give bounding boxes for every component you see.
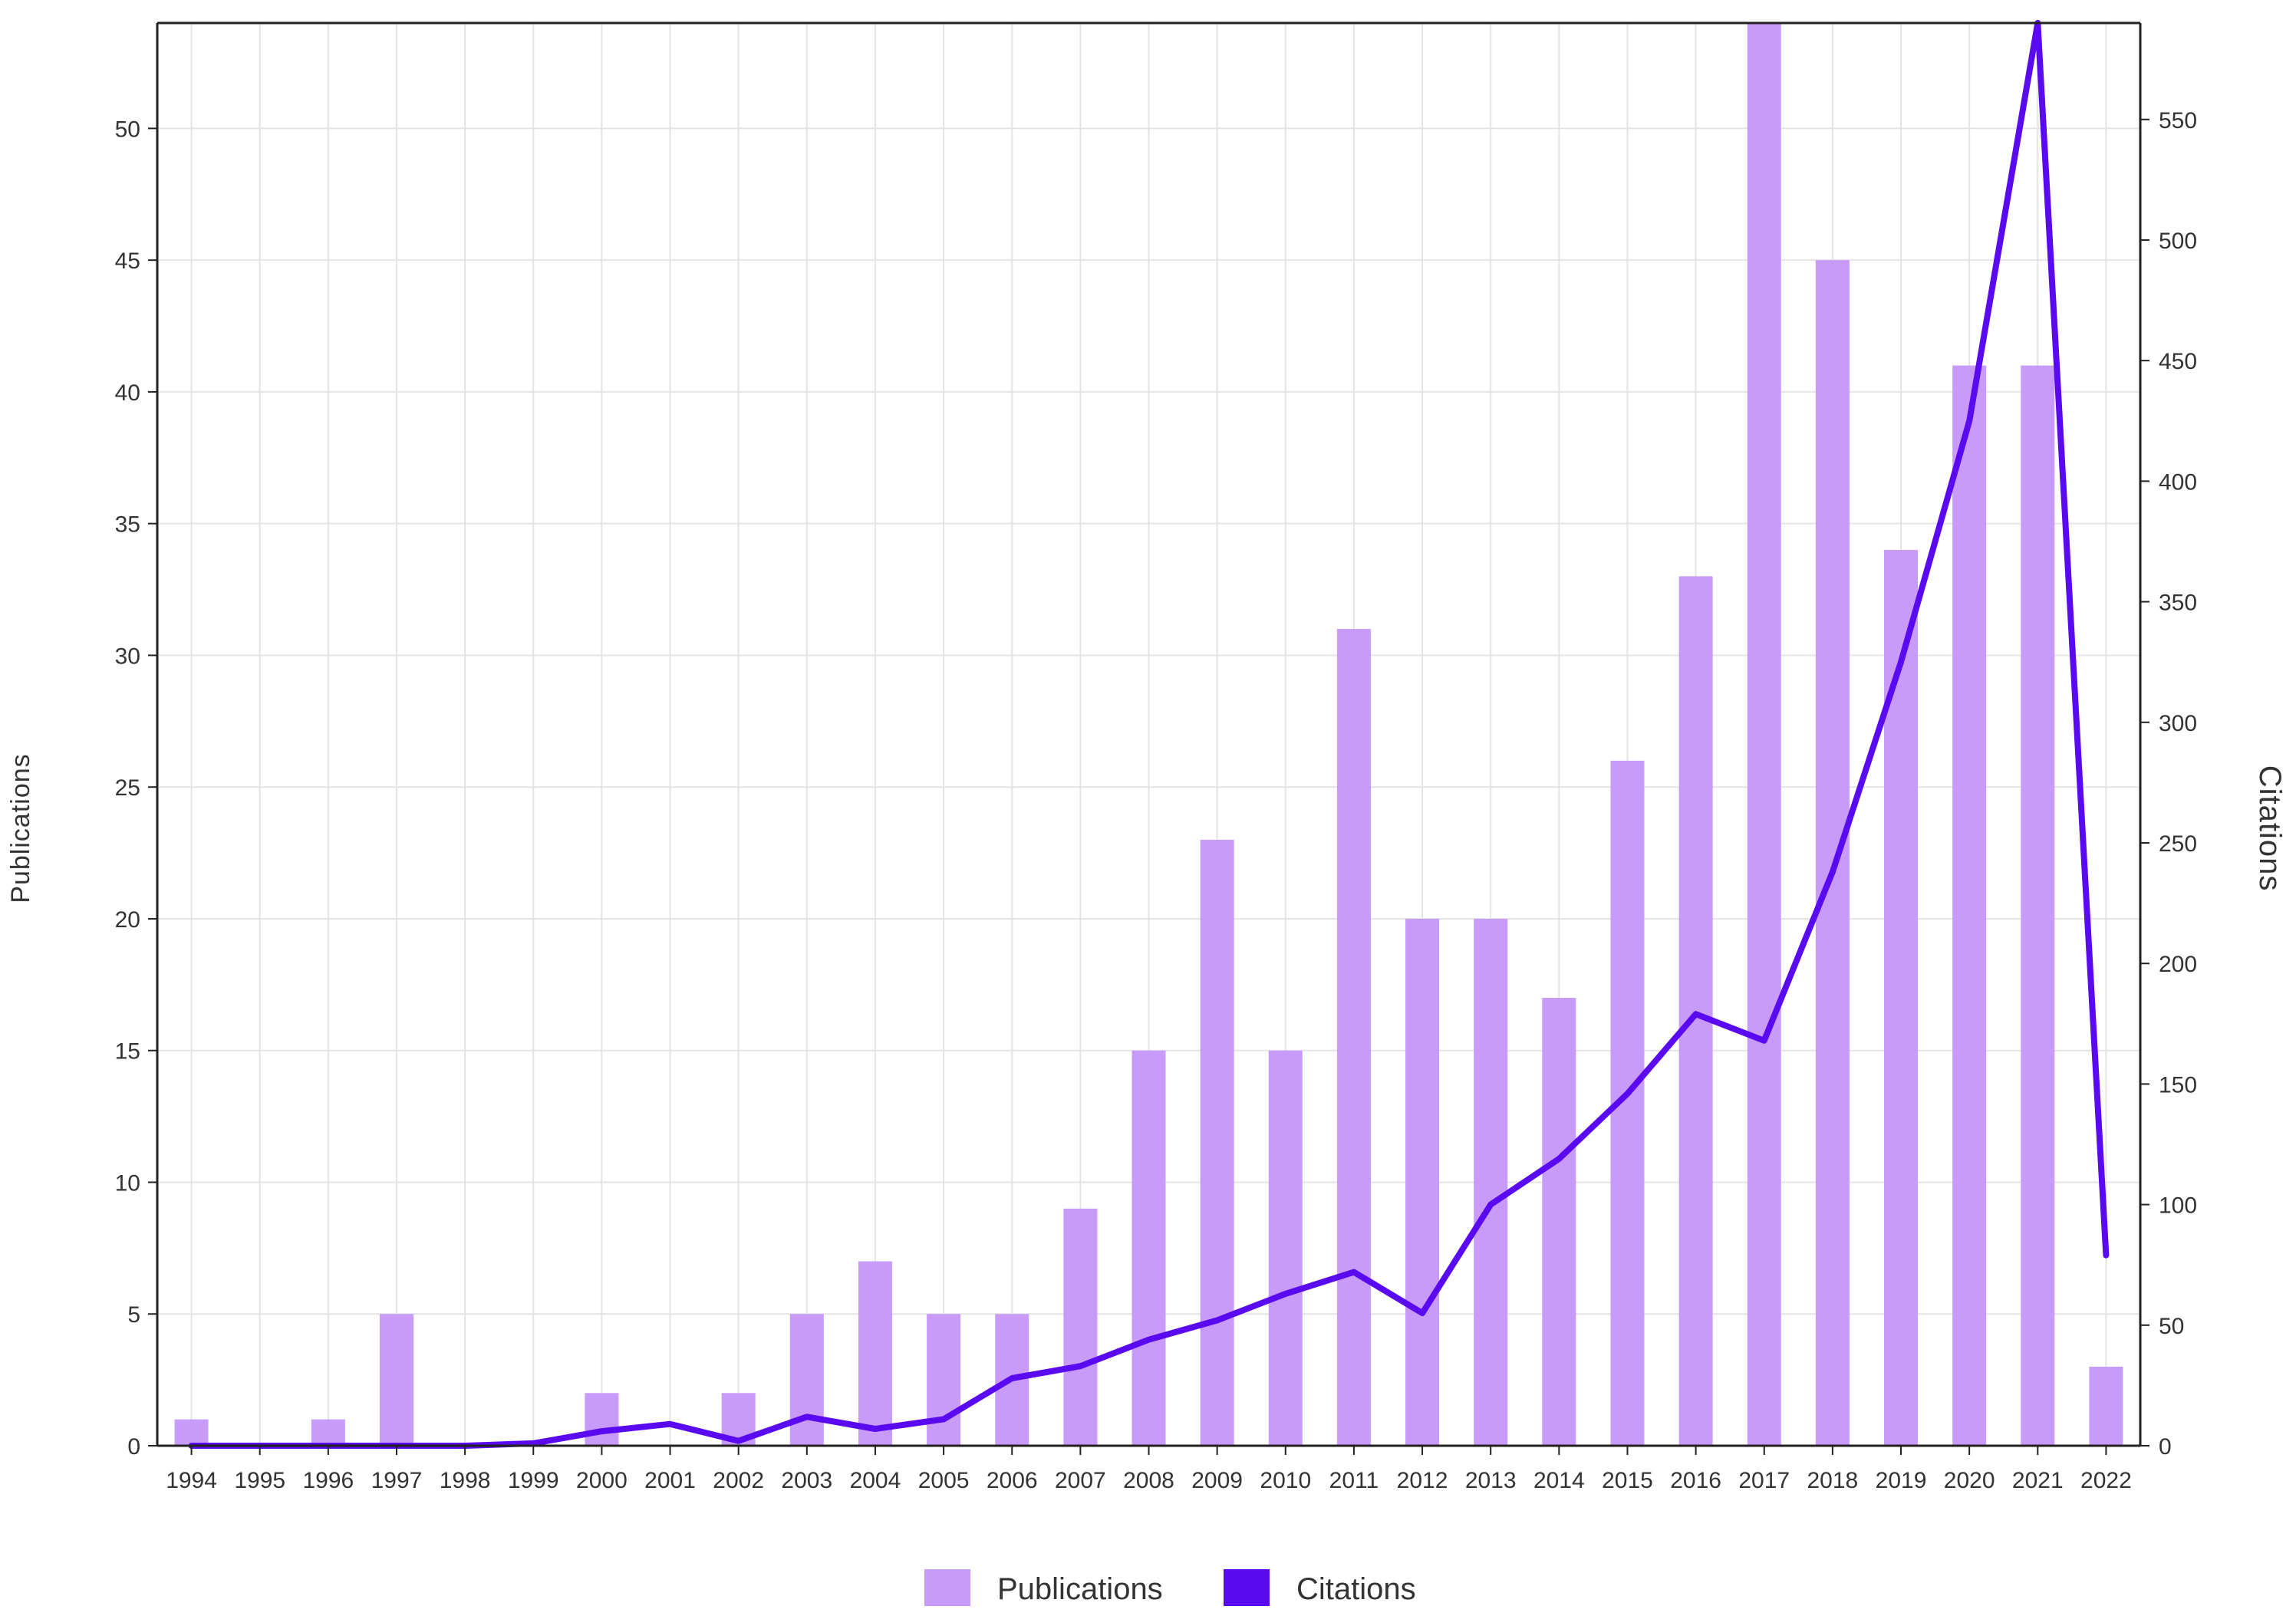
bar-2008 <box>1132 1050 1166 1446</box>
bar-2022 <box>2089 1366 2123 1446</box>
bar-2011 <box>1336 629 1371 1447</box>
bar-2014 <box>1542 998 1576 1446</box>
legend-swatch-publications <box>924 1569 970 1606</box>
y2-tick-label-100: 100 <box>2159 1193 2197 1219</box>
y2-tick-label-0: 0 <box>2159 1434 2172 1460</box>
x-tick-label-2014: 2014 <box>1533 1468 1585 1493</box>
x-tick-label-2021: 2021 <box>2012 1468 2064 1493</box>
axes <box>148 21 2149 1455</box>
bar-1996 <box>311 1419 345 1446</box>
x-tick-label-2015: 2015 <box>1602 1468 1653 1493</box>
x-tick-label-2019: 2019 <box>1876 1468 1927 1493</box>
x-tick-label-2003: 2003 <box>781 1468 832 1493</box>
bar-2013 <box>1474 918 1508 1446</box>
x-tick-label-2020: 2020 <box>1944 1468 1995 1493</box>
y2-tick-label-150: 150 <box>2159 1072 2197 1098</box>
x-tick-label-2002: 2002 <box>713 1468 764 1493</box>
y-tick-label-35: 35 <box>115 512 140 538</box>
citations-line <box>188 20 2110 1449</box>
x-tick-label-2010: 2010 <box>1260 1468 1311 1493</box>
y2-tick-label-250: 250 <box>2159 831 2197 857</box>
x-tick-label-2006: 2006 <box>987 1468 1038 1493</box>
y-right-tick-labels: 0 50 100 150 200 250 300 350 400 450 500 550 <box>2159 108 2197 1460</box>
y-tick-label-10: 10 <box>115 1170 140 1196</box>
x-tick-label-2000: 2000 <box>576 1468 628 1493</box>
x-tick-label-2017: 2017 <box>1738 1468 1790 1493</box>
y-tick-label-0: 0 <box>127 1434 140 1460</box>
bar-2004 <box>858 1261 892 1446</box>
y-tick-label-40: 40 <box>115 380 140 406</box>
legend: Publications Citations <box>924 1569 1416 1606</box>
bar-2007 <box>1063 1208 1098 1446</box>
x-tick-label-2001: 2001 <box>644 1468 696 1493</box>
bar-2009 <box>1200 839 1234 1446</box>
y-tick-label-25: 25 <box>115 775 140 801</box>
y-tick-label-45: 45 <box>115 248 140 274</box>
bar-2010 <box>1268 1050 1303 1446</box>
bar-2003 <box>789 1314 824 1446</box>
bar-2012 <box>1405 918 1440 1446</box>
x-tick-label-1996: 1996 <box>302 1468 354 1493</box>
publication-bars <box>174 23 2123 1447</box>
x-tick-label-2011: 2011 <box>1329 1468 1379 1493</box>
x-tick-label-2013: 2013 <box>1465 1468 1517 1493</box>
bar-1994 <box>174 1419 209 1446</box>
y-tick-label-50: 50 <box>115 117 140 142</box>
y-tick-label-5: 5 <box>127 1302 140 1328</box>
citations-line-layer <box>188 20 2110 1449</box>
legend-swatch-citations <box>1224 1569 1270 1606</box>
x-tick-label-2012: 2012 <box>1397 1468 1448 1493</box>
y-axis-title: Publications <box>6 753 35 903</box>
x-tick-label-2005: 2005 <box>918 1468 970 1493</box>
y2-tick-label-450: 450 <box>2159 349 2197 374</box>
x-tick-label-2022: 2022 <box>2080 1468 2132 1493</box>
y-tick-label-20: 20 <box>115 907 140 933</box>
y2-tick-label-350: 350 <box>2159 591 2197 616</box>
x-tick-label-1997: 1997 <box>371 1468 423 1493</box>
y2-axis-title: Citations <box>2253 765 2287 892</box>
y-left-tick-labels: 0 5 10 15 20 25 30 35 40 45 50 <box>115 117 140 1460</box>
y2-tick-label-400: 400 <box>2159 469 2197 495</box>
y2-tick-label-200: 200 <box>2159 952 2197 977</box>
y2-tick-label-50: 50 <box>2159 1314 2184 1339</box>
bar-2019 <box>1884 550 1919 1446</box>
bar-1997 <box>379 1314 413 1446</box>
bar-2005 <box>927 1314 961 1446</box>
y2-tick-label-500: 500 <box>2159 229 2197 254</box>
y-tick-label-15: 15 <box>115 1039 140 1065</box>
y2-tick-label-550: 550 <box>2159 108 2197 133</box>
x-tick-label-1999: 1999 <box>508 1468 559 1493</box>
x-tick-label-2007: 2007 <box>1055 1468 1106 1493</box>
bar-2000 <box>585 1393 619 1446</box>
x-tick-label-2008: 2008 <box>1123 1468 1174 1493</box>
x-tick-label-2004: 2004 <box>850 1468 901 1493</box>
bar-2021 <box>2021 365 2055 1446</box>
legend-label-publications: Publications <box>997 1572 1163 1606</box>
bar-2016 <box>1678 576 1713 1446</box>
x-tick-label-1998: 1998 <box>440 1468 491 1493</box>
y2-tick-label-300: 300 <box>2159 711 2197 736</box>
x-tick-label-1995: 1995 <box>234 1468 285 1493</box>
bar-2017 <box>1747 23 1781 1446</box>
x-tick-label-2009: 2009 <box>1191 1468 1243 1493</box>
bar-2020 <box>1952 365 1987 1446</box>
x-tick-label-2018: 2018 <box>1807 1468 1859 1493</box>
x-tick-labels: 1994 1995 1996 1997 1998 1999 2000 2001 2002 2003… <box>166 1468 2132 1493</box>
x-tick-label-1994: 1994 <box>166 1468 217 1493</box>
y-tick-label-30: 30 <box>115 643 140 669</box>
x-tick-label-2016: 2016 <box>1670 1468 1721 1493</box>
bar-2018 <box>1815 260 1850 1447</box>
legend-label-citations: Citations <box>1296 1572 1416 1606</box>
